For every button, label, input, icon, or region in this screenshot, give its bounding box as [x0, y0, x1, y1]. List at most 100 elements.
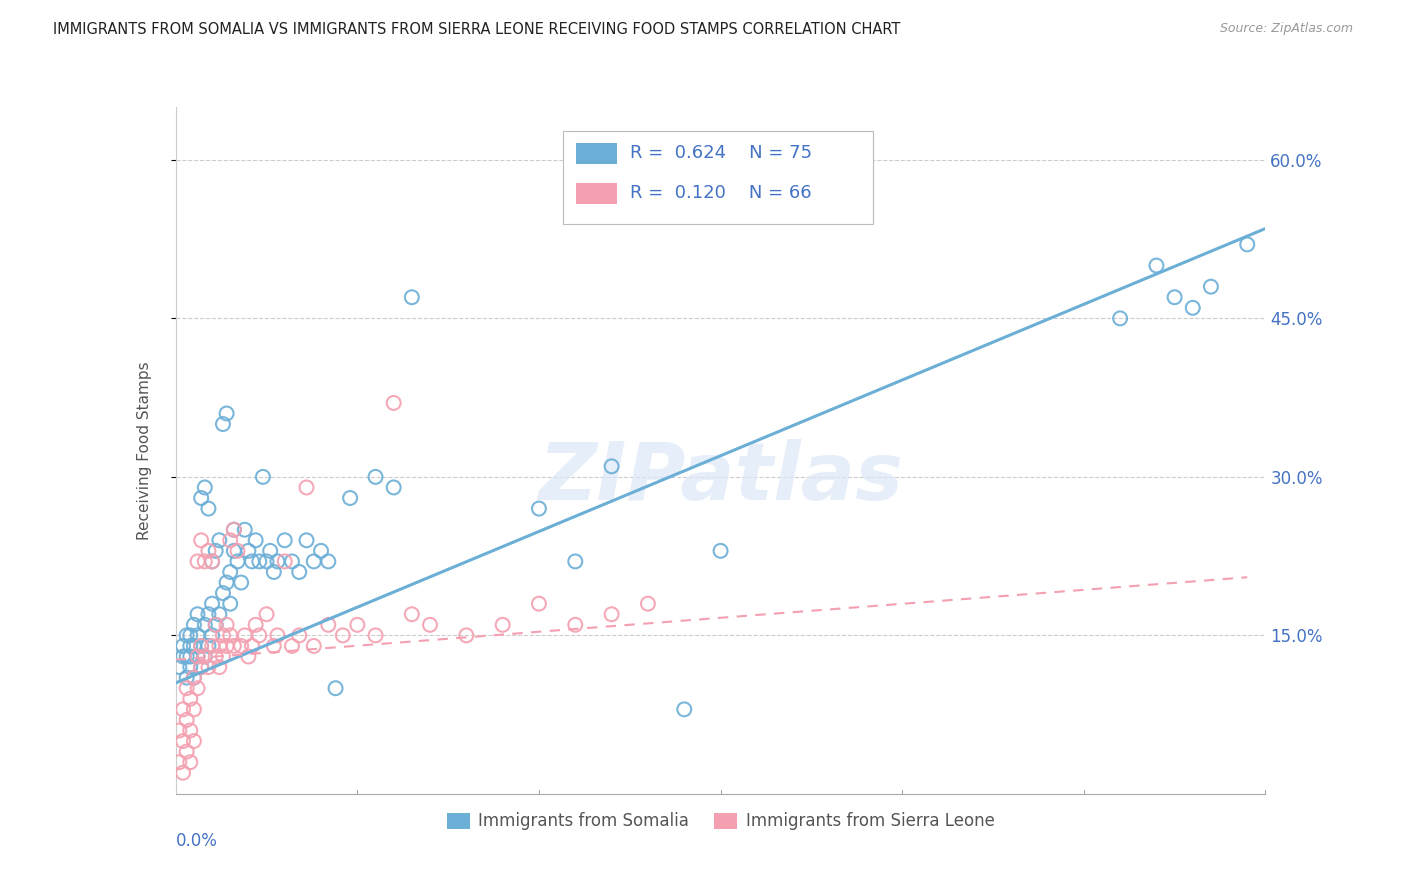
Point — [527, 501, 550, 516]
Point — [527, 597, 550, 611]
Point — [212, 586, 235, 600]
Point — [274, 533, 297, 548]
Point — [190, 639, 212, 653]
Point — [176, 713, 198, 727]
Point — [245, 617, 267, 632]
Point — [169, 755, 191, 769]
Point — [176, 649, 198, 664]
Point — [564, 617, 586, 632]
Point — [215, 617, 238, 632]
Point — [186, 554, 209, 568]
Point — [194, 617, 217, 632]
Point — [219, 597, 242, 611]
Point — [263, 565, 285, 579]
Point — [256, 554, 278, 568]
Point — [1199, 279, 1222, 293]
Point — [172, 649, 194, 664]
Point — [401, 607, 423, 622]
Point — [169, 660, 191, 674]
Point — [208, 607, 231, 622]
Point — [194, 649, 217, 664]
Point — [212, 417, 235, 431]
Point — [302, 554, 325, 568]
Point — [212, 649, 235, 664]
Point — [197, 607, 219, 622]
Point — [201, 628, 224, 642]
Bar — [575, 144, 617, 164]
Point — [1109, 311, 1132, 326]
Point — [201, 554, 224, 568]
Point — [325, 681, 347, 696]
Point — [172, 734, 194, 748]
Point — [233, 628, 256, 642]
Point — [190, 491, 212, 505]
Point — [318, 554, 340, 568]
Point — [492, 617, 515, 632]
Point — [179, 691, 201, 706]
Legend: Immigrants from Somalia, Immigrants from Sierra Leone: Immigrants from Somalia, Immigrants from… — [440, 805, 1001, 837]
Point — [183, 671, 205, 685]
Point — [215, 639, 238, 653]
Point — [222, 544, 245, 558]
Point — [204, 544, 226, 558]
Point — [281, 554, 304, 568]
Point — [219, 565, 242, 579]
Point — [169, 723, 191, 738]
Point — [332, 628, 354, 642]
Point — [197, 660, 219, 674]
Point — [172, 639, 194, 653]
Point — [197, 501, 219, 516]
Point — [194, 649, 217, 664]
Point — [179, 723, 201, 738]
Point — [183, 639, 205, 653]
Point — [252, 470, 274, 484]
Point — [183, 617, 205, 632]
Point — [1146, 259, 1168, 273]
Point — [172, 702, 194, 716]
FancyBboxPatch shape — [562, 131, 873, 224]
Point — [222, 523, 245, 537]
Point — [176, 681, 198, 696]
Point — [176, 745, 198, 759]
Point — [288, 565, 311, 579]
Point — [197, 544, 219, 558]
Point — [274, 554, 297, 568]
Point — [256, 607, 278, 622]
Text: R =  0.120    N = 66: R = 0.120 N = 66 — [630, 184, 811, 202]
Point — [240, 639, 263, 653]
Point — [401, 290, 423, 304]
Point — [364, 628, 387, 642]
Point — [263, 639, 285, 653]
Point — [1236, 237, 1258, 252]
Point — [247, 554, 270, 568]
Point — [179, 755, 201, 769]
Point — [231, 639, 253, 653]
Point — [673, 702, 696, 716]
Point — [238, 649, 260, 664]
Point — [222, 639, 245, 653]
Point — [226, 544, 249, 558]
Point — [204, 649, 226, 664]
Point — [172, 765, 194, 780]
Point — [266, 628, 288, 642]
Point — [183, 702, 205, 716]
Point — [219, 628, 242, 642]
Point — [295, 480, 318, 494]
Point — [281, 639, 304, 653]
Point — [215, 575, 238, 590]
Point — [637, 597, 659, 611]
Point — [1163, 290, 1185, 304]
Y-axis label: Receiving Food Stamps: Receiving Food Stamps — [138, 361, 152, 540]
Point — [186, 649, 209, 664]
Point — [456, 628, 478, 642]
Point — [204, 617, 226, 632]
Point — [190, 639, 212, 653]
Point — [346, 617, 368, 632]
Point — [231, 575, 253, 590]
Point — [201, 554, 224, 568]
Point — [288, 628, 311, 642]
Point — [208, 533, 231, 548]
Point — [197, 639, 219, 653]
Text: R =  0.624    N = 75: R = 0.624 N = 75 — [630, 145, 813, 162]
Point — [186, 649, 209, 664]
